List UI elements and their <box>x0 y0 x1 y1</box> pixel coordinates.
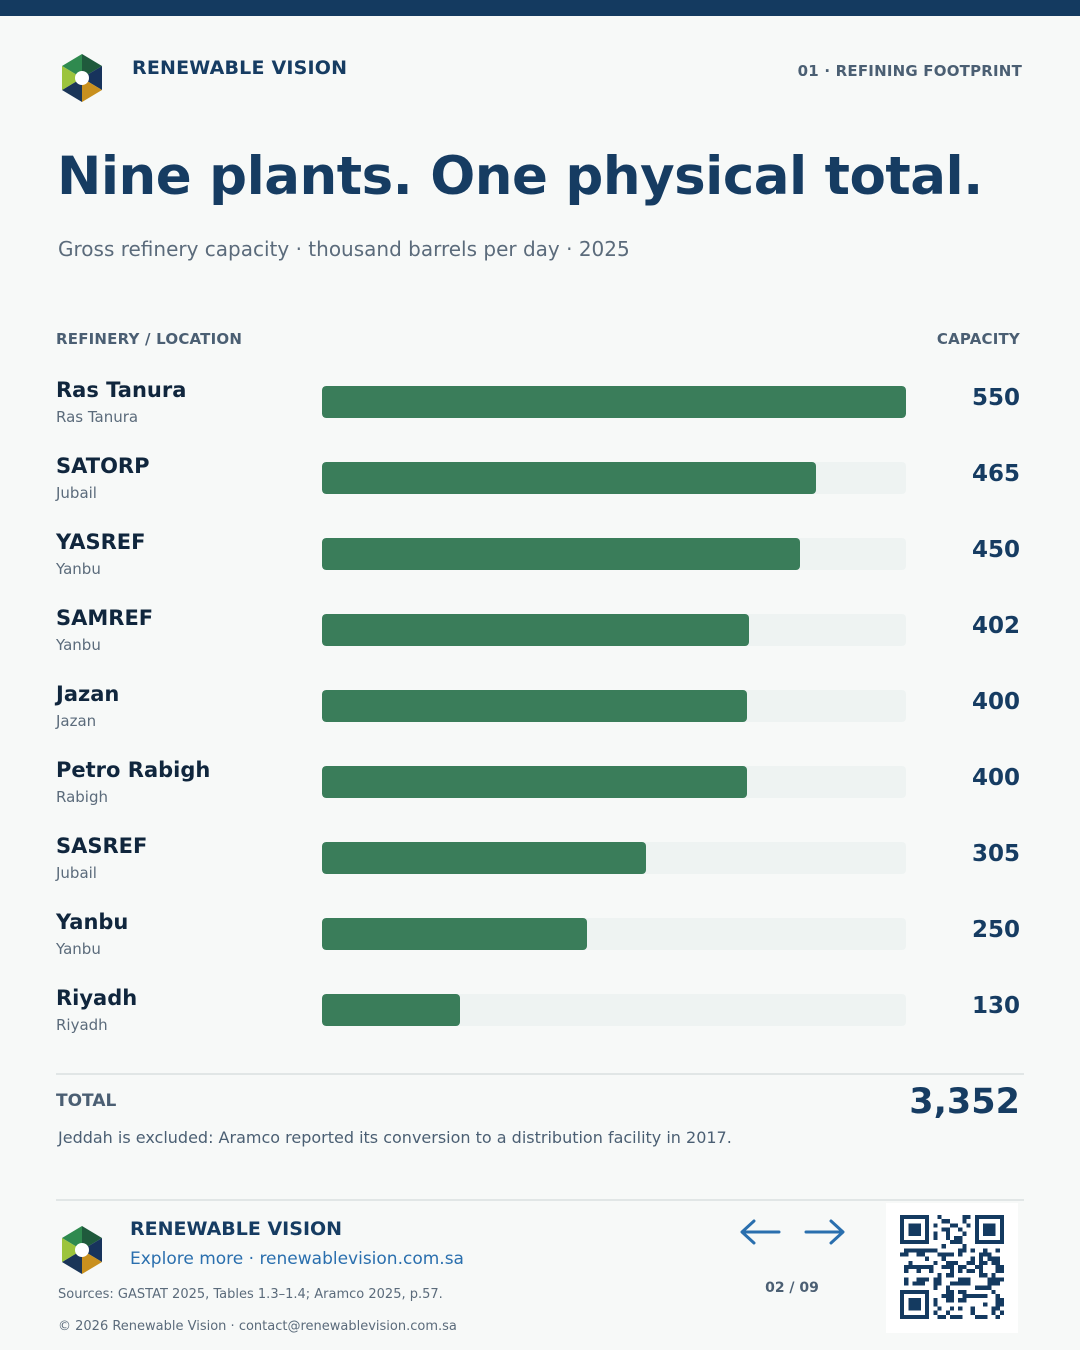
chart-row: Ras Tanura Ras Tanura 550 <box>0 378 1080 454</box>
page-subtitle: Gross refinery capacity · thousand barre… <box>58 237 630 261</box>
footer-logo-icon <box>57 1224 107 1276</box>
refinery-name-label: Riyadh <box>56 986 138 1010</box>
qr-code-icon[interactable] <box>886 1203 1018 1333</box>
prev-page-arrow-icon[interactable] <box>738 1214 782 1250</box>
refinery-name-label: YASREF <box>56 530 146 554</box>
total-value: 3,352 <box>909 1082 1020 1122</box>
capacity-value-label: 465 <box>971 461 1020 487</box>
bar-track <box>322 386 906 418</box>
refinery-location-label: Jazan <box>56 712 97 730</box>
capacity-value-label: 305 <box>971 841 1020 867</box>
page-indicator: 02 / 09 <box>765 1280 819 1296</box>
capacity-bar <box>322 462 816 494</box>
chart-row: SAMREF Yanbu 402 <box>0 606 1080 682</box>
bar-track <box>322 614 906 646</box>
total-label: TOTAL <box>56 1091 117 1111</box>
next-page-arrow-icon[interactable] <box>803 1214 847 1250</box>
refinery-name-label: Yanbu <box>56 910 129 934</box>
footer-divider <box>56 1199 1024 1201</box>
capacity-value-label: 402 <box>971 613 1020 639</box>
refinery-name-label: Jazan <box>56 682 120 706</box>
top-accent-bar <box>0 0 1080 16</box>
bar-track <box>322 690 906 722</box>
refinery-location-label: Rabigh <box>56 788 109 806</box>
footer-brand-name: RENEWABLE VISION <box>130 1218 343 1240</box>
refinery-location-label: Ras Tanura <box>56 408 139 426</box>
refinery-name-label: SASREF <box>56 834 148 858</box>
explore-more-link[interactable]: Explore more · renewablevision.com.sa <box>130 1249 464 1269</box>
chart-row: SASREF Jubail 305 <box>0 834 1080 910</box>
capacity-bar <box>322 690 747 722</box>
brand-logo-icon <box>57 52 107 104</box>
capacity-bar <box>322 386 906 418</box>
refinery-name-label: Ras Tanura <box>56 378 187 402</box>
section-tag: 01 · REFINING FOOTPRINT <box>797 62 1022 80</box>
capacity-bar <box>322 614 749 646</box>
bar-track <box>322 538 906 570</box>
column-header-capacity: CAPACITY <box>936 330 1020 348</box>
column-header-refinery: REFINERY / LOCATION <box>56 330 243 348</box>
capacity-value-label: 400 <box>971 689 1020 715</box>
bar-track <box>322 994 906 1026</box>
total-divider <box>56 1073 1024 1075</box>
page-title: Nine plants. One physical total. <box>57 146 983 207</box>
chart-row: Jazan Jazan 400 <box>0 682 1080 758</box>
refinery-location-label: Yanbu <box>56 560 101 578</box>
bar-track <box>322 918 906 950</box>
capacity-value-label: 550 <box>971 385 1020 411</box>
capacity-value-label: 400 <box>971 765 1020 791</box>
capacity-bar <box>322 994 461 1026</box>
bar-track <box>322 462 906 494</box>
refinery-name-label: SAMREF <box>56 606 154 630</box>
brand-name: RENEWABLE VISION <box>132 57 348 79</box>
chart-row: Petro Rabigh Rabigh 400 <box>0 758 1080 834</box>
refinery-name-label: Petro Rabigh <box>56 758 211 782</box>
refinery-location-label: Jubail <box>56 484 97 502</box>
chart-row: Riyadh Riyadh 130 <box>0 986 1080 1062</box>
capacity-value-label: 130 <box>971 993 1020 1019</box>
copyright-text: © 2026 Renewable Vision · contact@renewa… <box>58 1319 457 1334</box>
capacity-value-label: 250 <box>971 917 1020 943</box>
chart-row: YASREF Yanbu 450 <box>0 530 1080 606</box>
capacity-value-label: 450 <box>971 537 1020 563</box>
footnote: Jeddah is excluded: Aramco reported its … <box>58 1128 732 1147</box>
chart-row: SATORP Jubail 465 <box>0 454 1080 530</box>
bar-track <box>322 766 906 798</box>
refinery-location-label: Jubail <box>56 864 97 882</box>
bar-track <box>322 842 906 874</box>
capacity-bar <box>322 842 646 874</box>
capacity-bar <box>322 538 800 570</box>
refinery-location-label: Yanbu <box>56 636 101 654</box>
sources-text: Sources: GASTAT 2025, Tables 1.3–1.4; Ar… <box>58 1287 443 1302</box>
refinery-name-label: SATORP <box>56 454 150 478</box>
refinery-location-label: Riyadh <box>56 1016 108 1034</box>
refinery-location-label: Yanbu <box>56 940 101 958</box>
capacity-bar <box>322 766 747 798</box>
capacity-bar <box>322 918 588 950</box>
chart-row: Yanbu Yanbu 250 <box>0 910 1080 986</box>
